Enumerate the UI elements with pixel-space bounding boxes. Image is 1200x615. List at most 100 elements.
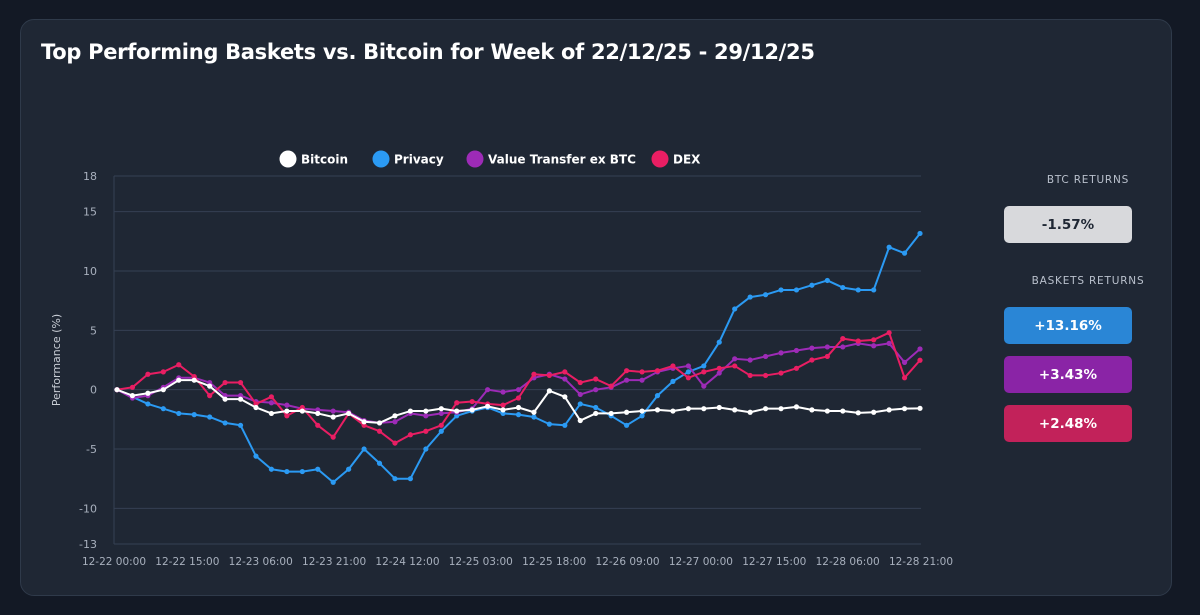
data-point — [639, 413, 645, 419]
data-point — [346, 466, 352, 472]
legend-marker — [279, 150, 297, 168]
data-point — [639, 369, 645, 375]
data-point — [716, 370, 722, 376]
data-point — [315, 407, 321, 413]
chart-title: Top Performing Baskets vs. Bitcoin for W… — [41, 40, 815, 64]
data-point — [716, 339, 722, 345]
data-point — [824, 353, 830, 360]
data-point — [546, 421, 552, 427]
data-point — [824, 408, 830, 414]
data-point — [438, 428, 444, 434]
data-point — [207, 393, 213, 399]
data-point — [762, 372, 769, 379]
data-point — [778, 406, 784, 412]
data-point — [762, 353, 769, 360]
data-point — [531, 414, 537, 420]
data-point — [392, 440, 398, 446]
data-point — [701, 363, 707, 369]
data-point — [593, 404, 599, 411]
y-tick-label: 15 — [83, 206, 97, 219]
data-point — [330, 414, 336, 420]
data-point — [840, 336, 846, 342]
data-point — [284, 468, 290, 475]
data-point — [361, 446, 367, 452]
legend-label: Privacy — [394, 153, 444, 167]
data-point — [716, 365, 722, 371]
data-point — [593, 387, 599, 393]
data-point — [546, 388, 552, 394]
data-point — [917, 230, 923, 237]
data-point — [840, 344, 846, 350]
data-point — [855, 287, 861, 293]
data-point — [670, 378, 676, 384]
data-point — [207, 383, 213, 389]
data-point — [438, 422, 444, 428]
data-point — [407, 476, 414, 482]
x-tick-label: 12-26 09:00 — [595, 556, 659, 568]
data-point — [392, 476, 398, 482]
baskets-returns-label: BASKETS RETURNS — [1031, 275, 1145, 287]
data-point — [145, 371, 151, 377]
y-axis-label: Performance (%) — [50, 314, 63, 406]
data-point — [701, 369, 707, 375]
data-point — [623, 422, 630, 428]
x-tick-label: 12-25 18:00 — [522, 556, 586, 568]
data-point — [531, 409, 537, 415]
data-point — [701, 406, 707, 412]
legend-marker — [466, 150, 484, 168]
data-point — [454, 413, 460, 419]
data-point — [500, 402, 506, 408]
data-point — [623, 368, 630, 374]
data-point — [454, 400, 460, 406]
data-point — [793, 347, 800, 354]
data-point — [871, 409, 877, 415]
data-point — [176, 362, 182, 368]
data-point — [840, 408, 846, 414]
data-point — [901, 250, 908, 256]
data-point — [222, 420, 228, 426]
data-point — [376, 420, 383, 426]
y-tick-label: 5 — [90, 324, 97, 337]
data-point — [207, 414, 213, 420]
legend-item-bitcoin: Bitcoin — [279, 150, 348, 168]
data-point — [423, 446, 429, 452]
data-point — [608, 410, 614, 417]
x-tick-label: 12-27 00:00 — [669, 556, 733, 568]
data-point — [438, 406, 444, 412]
data-point — [222, 379, 228, 386]
data-point — [392, 413, 398, 419]
data-point — [546, 372, 552, 379]
data-point — [330, 408, 336, 414]
data-point — [114, 387, 120, 393]
data-point — [593, 376, 599, 382]
x-tick-label: 12-23 21:00 — [302, 556, 366, 568]
data-point — [376, 428, 383, 434]
data-point — [191, 377, 197, 383]
data-point — [732, 363, 738, 369]
legend-item-value-transfer-ex-btc: Value Transfer ex BTC — [466, 150, 636, 168]
data-point — [191, 412, 197, 418]
data-point — [824, 344, 830, 350]
data-point — [886, 407, 892, 413]
data-point — [809, 407, 815, 413]
data-point — [515, 387, 522, 393]
data-point — [901, 406, 908, 412]
legend-label: Bitcoin — [301, 153, 348, 167]
data-point — [469, 398, 475, 405]
data-point — [284, 408, 290, 414]
series-privacy — [114, 230, 923, 485]
data-point — [840, 284, 846, 291]
data-point — [423, 408, 429, 414]
legend-item-dex: DEX — [651, 150, 701, 168]
data-point — [855, 410, 861, 416]
data-point — [299, 404, 305, 411]
data-point — [176, 377, 182, 383]
data-point — [268, 400, 275, 406]
data-point — [268, 394, 275, 400]
data-point — [284, 402, 290, 408]
data-point — [299, 468, 305, 475]
series-bitcoin — [114, 377, 923, 426]
x-tick-label: 12-27 15:00 — [742, 556, 806, 568]
data-point — [315, 422, 321, 428]
